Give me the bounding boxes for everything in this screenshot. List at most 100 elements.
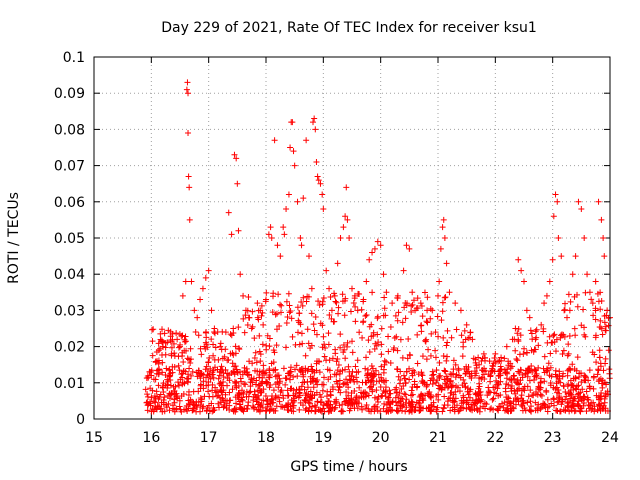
data-point: [385, 348, 392, 355]
data-point: [373, 387, 380, 394]
data-point: [352, 318, 359, 325]
data-point: [479, 367, 486, 374]
data-point: [409, 289, 416, 296]
grid-lines: [94, 57, 610, 419]
data-point: [331, 371, 338, 378]
data-point: [183, 86, 190, 93]
data-point: [149, 326, 156, 333]
data-point: [272, 407, 279, 414]
data-point: [369, 372, 376, 379]
data-point: [414, 295, 421, 302]
data-point: [339, 291, 346, 298]
data-point: [359, 334, 366, 341]
data-point: [168, 344, 175, 351]
data-point: [366, 348, 373, 355]
data-point: [209, 387, 216, 394]
data-point: [293, 362, 300, 369]
data-point: [420, 397, 427, 404]
data-point: [320, 381, 327, 388]
data-point: [515, 368, 522, 375]
data-point: [241, 364, 248, 371]
data-point: [296, 319, 303, 326]
data-point: [575, 382, 582, 389]
data-point: [277, 403, 284, 410]
data-point: [427, 315, 434, 322]
data-point: [290, 402, 297, 409]
data-point: [312, 313, 319, 320]
data-point: [147, 400, 154, 407]
data-point: [550, 395, 557, 402]
y-tick-label: 0.05: [54, 231, 85, 247]
data-point: [153, 348, 160, 355]
data-point: [275, 291, 282, 298]
data-point: [166, 407, 173, 414]
data-point: [374, 238, 381, 245]
data-point: [180, 358, 187, 365]
data-point: [433, 406, 440, 413]
data-point: [198, 371, 205, 378]
data-point: [402, 315, 409, 322]
data-point: [444, 327, 451, 334]
data-point: [428, 394, 435, 401]
data-point: [458, 404, 465, 411]
data-point: [348, 373, 355, 380]
data-point: [392, 312, 399, 319]
data-point: [459, 382, 466, 389]
data-point: [428, 330, 435, 337]
data-point: [260, 321, 267, 328]
data-point: [285, 400, 292, 407]
data-point: [570, 403, 577, 410]
data-point: [179, 332, 186, 339]
data-point: [260, 397, 267, 404]
data-point: [414, 331, 421, 338]
data-point: [251, 335, 258, 342]
data-point: [387, 407, 394, 414]
data-point: [558, 253, 565, 260]
data-point: [476, 380, 483, 387]
data-point: [517, 332, 524, 339]
data-point: [349, 349, 356, 356]
data-point: [544, 396, 551, 403]
data-point: [186, 216, 193, 223]
data-point: [327, 392, 334, 399]
data-point: [394, 366, 401, 373]
data-point: [371, 345, 378, 352]
data-point: [183, 375, 190, 382]
data-point: [600, 235, 607, 241]
data-point: [528, 408, 535, 415]
data-point: [580, 400, 587, 407]
data-point: [301, 397, 308, 404]
data-point: [532, 336, 539, 343]
data-point: [273, 310, 280, 317]
data-point: [524, 349, 531, 356]
y-tick-label: 0.04: [54, 267, 85, 283]
data-point: [409, 391, 416, 398]
data-point: [263, 296, 269, 303]
data-point: [208, 307, 215, 314]
data-point: [547, 350, 554, 357]
data-point: [340, 349, 347, 356]
data-point: [580, 393, 587, 400]
data-point: [518, 267, 525, 274]
data-point: [552, 191, 559, 198]
data-point: [283, 375, 290, 382]
data-point: [601, 319, 608, 326]
data-point: [569, 271, 576, 278]
data-point: [253, 377, 260, 384]
data-point: [202, 274, 209, 281]
data-point: [578, 206, 585, 213]
data-point: [427, 393, 434, 400]
data-point: [297, 235, 304, 241]
data-point: [176, 397, 183, 404]
data-point: [406, 376, 413, 383]
data-point: [491, 355, 498, 362]
data-point: [405, 335, 412, 342]
data-point: [505, 395, 512, 402]
data-point: [601, 253, 608, 260]
data-point: [295, 394, 302, 401]
data-point: [463, 321, 470, 328]
data-point: [229, 386, 236, 393]
data-point: [397, 405, 404, 412]
data-point: [606, 366, 613, 373]
data-point: [436, 278, 443, 285]
